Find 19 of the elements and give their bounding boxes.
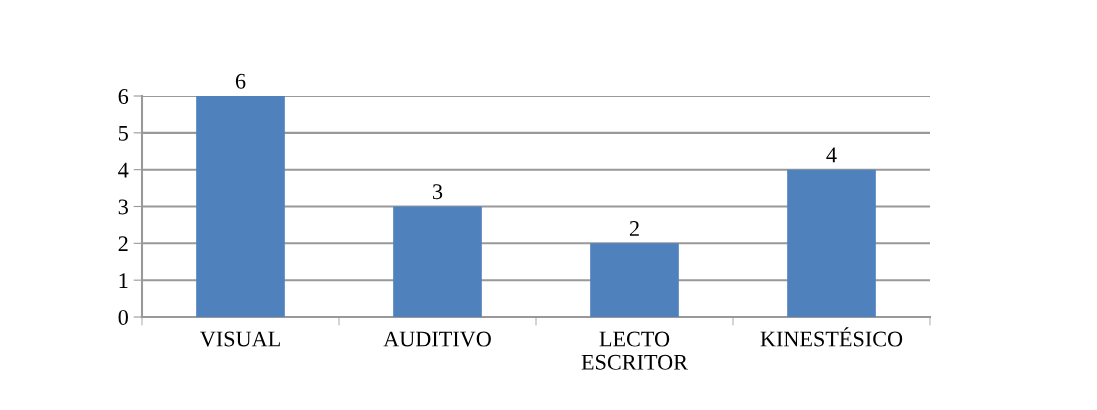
bar xyxy=(590,243,679,317)
bar xyxy=(196,96,285,317)
y-tick-label: 5 xyxy=(118,125,128,141)
y-tick-label: 2 xyxy=(118,236,128,252)
data-label: 6 xyxy=(235,73,246,89)
y-tick-label: 3 xyxy=(118,199,128,215)
y-tick-label: 0 xyxy=(118,309,128,325)
y-tick-label: 1 xyxy=(119,273,128,288)
data-label: 4 xyxy=(826,147,837,163)
x-tick-label: LECTO ESCRITOR xyxy=(581,331,688,370)
data-label: 3 xyxy=(433,184,443,200)
y-tick-label: 4 xyxy=(118,162,129,178)
bar xyxy=(787,169,876,317)
data-label: 2 xyxy=(629,221,639,236)
x-tick-label: VISUAL xyxy=(200,331,280,347)
x-tick-label: AUDITIVO xyxy=(383,331,491,347)
x-tick-label: KINESTÉSICO xyxy=(760,327,903,347)
y-tick-label: 6 xyxy=(118,88,129,104)
bar xyxy=(393,206,482,317)
